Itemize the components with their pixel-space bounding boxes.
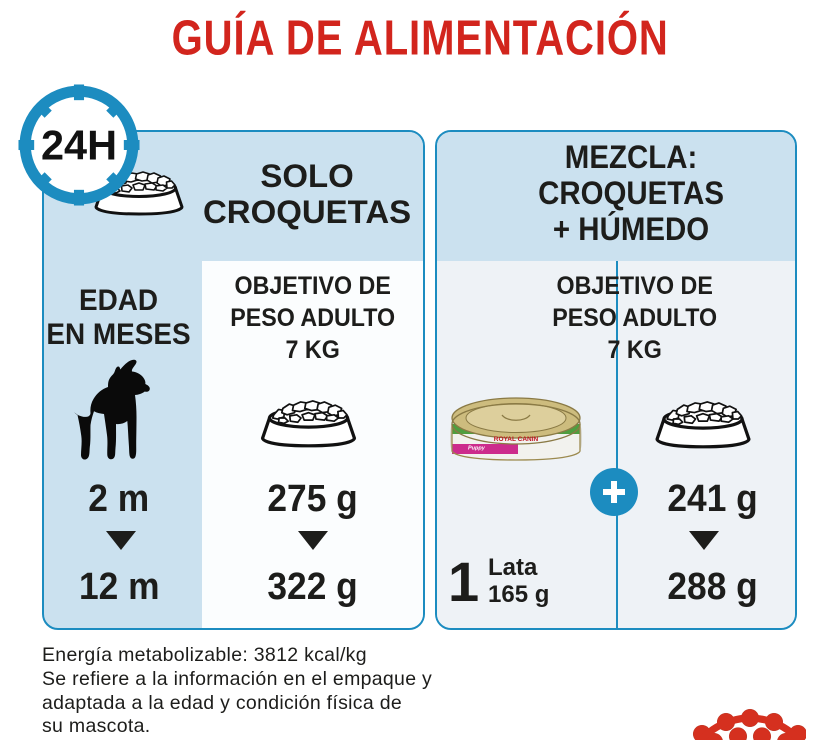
svg-text:24H: 24H xyxy=(41,122,117,169)
svg-text:ROYAL CANIN: ROYAL CANIN xyxy=(494,436,539,443)
svg-text:Puppy: Puppy xyxy=(468,446,486,452)
